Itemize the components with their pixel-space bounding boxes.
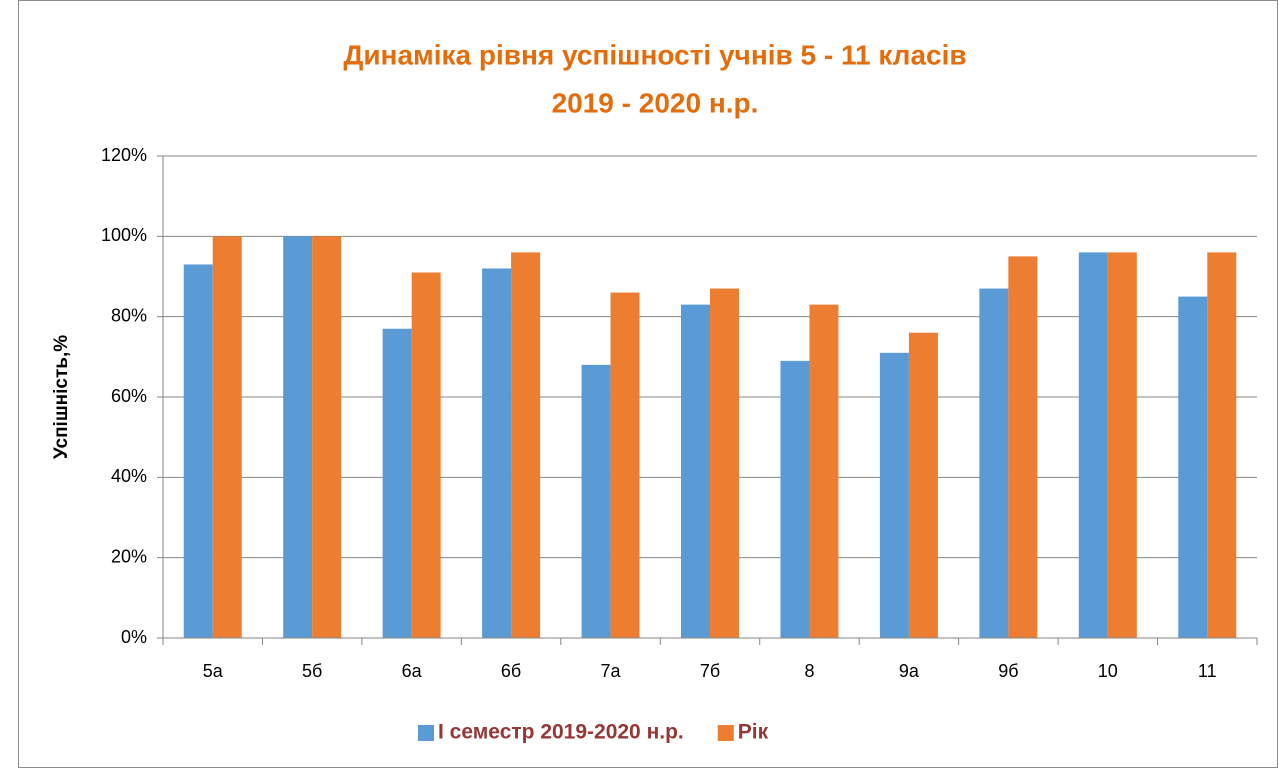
- y-tick-label: 20%: [111, 546, 147, 566]
- bar: [879, 352, 909, 638]
- bar: [183, 264, 213, 638]
- x-tick-label: 11: [1198, 661, 1217, 681]
- bar: [710, 288, 739, 638]
- legend-label: Рік: [738, 721, 769, 744]
- x-tick-label: 9б: [998, 661, 1018, 681]
- bar: [1178, 296, 1208, 638]
- bar: [610, 292, 640, 638]
- bar: [1207, 252, 1237, 638]
- x-tick-label: 5а: [203, 661, 224, 681]
- bar: [979, 288, 1009, 638]
- bar: [1107, 252, 1137, 638]
- chart-title: 2019 - 2020 н.р.: [552, 87, 759, 118]
- x-tick-label: 9а: [899, 661, 920, 681]
- legend-label: І семестр 2019-2020 н.р.: [438, 721, 684, 744]
- bar: [511, 252, 541, 638]
- bar: [283, 236, 313, 639]
- bar: [312, 236, 342, 639]
- legend-swatch: [418, 725, 434, 741]
- y-tick-label: 80%: [111, 305, 147, 325]
- x-tick-label: 7б: [700, 661, 720, 681]
- y-axis-label: Успішність,%: [51, 335, 72, 459]
- bar: [581, 364, 611, 638]
- chart-title: Динаміка рівня успішності учнів 5 - 11 к…: [343, 39, 966, 70]
- x-tick-label: 6а: [402, 661, 423, 681]
- bar: [1008, 256, 1038, 638]
- x-tick-label: 6б: [501, 661, 521, 681]
- x-tick-label: 7а: [601, 661, 622, 681]
- x-tick-label: 8: [804, 661, 814, 681]
- bar: [1078, 252, 1108, 638]
- y-tick-label: 120%: [101, 145, 147, 165]
- y-tick-label: 0%: [121, 627, 147, 647]
- bar: [482, 268, 512, 638]
- bar: [382, 328, 412, 638]
- bar: [908, 332, 938, 638]
- bar: [411, 272, 441, 638]
- y-tick-label: 100%: [101, 225, 147, 245]
- bar: [809, 304, 839, 638]
- x-tick-label: 5б: [302, 661, 322, 681]
- bar: [780, 360, 810, 638]
- y-tick-label: 40%: [111, 466, 147, 486]
- bar: [681, 304, 710, 638]
- bar: [212, 236, 242, 639]
- y-tick-label: 60%: [111, 386, 147, 406]
- x-tick-label: 10: [1098, 661, 1118, 681]
- legend-swatch: [717, 725, 734, 741]
